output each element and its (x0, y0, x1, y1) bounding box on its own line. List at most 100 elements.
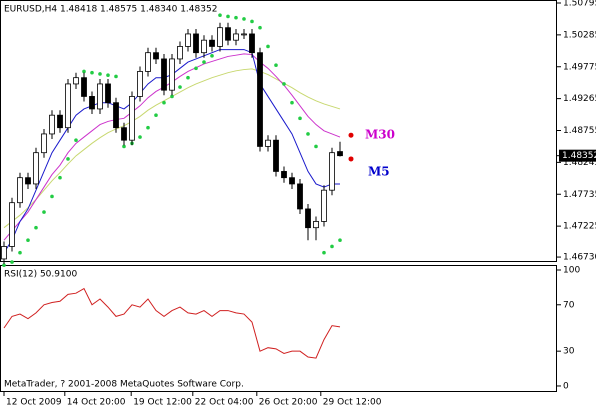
x-tick-label: 26 Oct 20:00 (259, 398, 318, 408)
x-tick-label: 14 Oct 20:00 (67, 398, 126, 408)
sar-dot (178, 85, 182, 89)
candle-body (281, 171, 287, 179)
candle-body (209, 39, 215, 47)
candle-body (17, 177, 23, 204)
y-tick-label: 1.49265 (563, 94, 596, 104)
indicator-line (3, 287, 341, 359)
sar-dot (274, 63, 278, 67)
candle-body (97, 83, 103, 110)
sar-dot (314, 144, 318, 149)
sar-dot (10, 260, 14, 264)
y-tick-label: 1.50795 (563, 0, 596, 9)
candle-body (289, 177, 295, 185)
sar-dot (162, 100, 166, 105)
candle-body (169, 58, 175, 91)
candle-body (49, 114, 55, 135)
candle-body (105, 83, 111, 104)
sar-dot (234, 15, 238, 20)
sar-dot (138, 135, 142, 139)
candle-body (57, 114, 63, 129)
sar-dot (2, 263, 6, 267)
sar-dot (50, 194, 54, 199)
sar-dot (194, 66, 198, 71)
candle-body (241, 33, 247, 36)
sar-dot (306, 132, 310, 136)
sar-dot (98, 72, 102, 76)
x-tick-label: 22 Oct 04:00 (195, 398, 254, 408)
x-tick-label: 12 Oct 2009 (6, 398, 62, 408)
y-tick-label: 1.48245 (563, 158, 596, 168)
annotation-label: M5 (368, 164, 390, 178)
candle-body (73, 77, 79, 85)
candle-body (177, 46, 183, 60)
sar-dot (74, 138, 78, 142)
sar-dot (18, 250, 22, 255)
sar-dot (114, 74, 118, 79)
sar-dot (322, 250, 326, 255)
sar-dot (218, 13, 222, 17)
candle-body (65, 83, 71, 129)
candle-body (121, 127, 127, 141)
sar-dot (26, 238, 30, 242)
candle-body (313, 221, 319, 229)
candle-body (249, 33, 255, 54)
sar-dot (82, 69, 86, 74)
y-tick-label: 1.46730 (563, 253, 596, 263)
y-tick-label: 30 (563, 347, 575, 357)
candle-body (137, 71, 143, 97)
candle-body (265, 139, 271, 147)
candle-body (89, 96, 95, 110)
sar-dot (170, 94, 174, 99)
candle-body (33, 152, 39, 185)
sar-dot (266, 44, 270, 49)
sar-dot (58, 175, 62, 180)
candle-body (9, 202, 15, 247)
last-price-box (559, 149, 596, 162)
y-tick-label: 1.47225 (563, 222, 596, 232)
candle-body (185, 33, 191, 47)
sar-dot (34, 225, 38, 230)
sar-dot (282, 82, 286, 86)
candle-body (193, 33, 199, 54)
sar-dot (146, 125, 150, 130)
sar-dot (122, 144, 126, 149)
annotation-dot (348, 156, 354, 162)
annotation-dot (348, 132, 354, 138)
sar-dot (154, 113, 158, 117)
candle-body (233, 33, 239, 41)
sar-dot (202, 60, 206, 64)
candle-body (129, 96, 135, 141)
sar-dot (186, 75, 190, 80)
pane-title: EURUSD,H4 1.48418 1.48575 1.48340 1.4835… (4, 5, 217, 15)
sar-dot (242, 17, 246, 21)
sar-dot (298, 116, 302, 121)
sar-dot (258, 25, 262, 30)
sar-dot (226, 14, 230, 19)
candle-body (329, 152, 335, 191)
candle-body (25, 177, 31, 185)
sar-dot (42, 210, 46, 214)
candle-body (113, 102, 119, 129)
y-tick-label: 1.50285 (563, 30, 596, 40)
sar-dot (106, 73, 110, 77)
sar-dot (250, 19, 254, 24)
sar-dot (90, 70, 94, 75)
y-tick-label: 100 (563, 265, 580, 275)
rsi-pane (0, 265, 557, 392)
candle-body (41, 133, 47, 154)
candle-body (257, 52, 263, 147)
sar-dot (210, 54, 214, 58)
candle-body (305, 208, 311, 229)
candle-body (321, 189, 327, 222)
candle-body (297, 183, 303, 210)
sar-dot (338, 238, 342, 242)
copyright-note: MetaTrader, ? 2001-2008 MetaQuotes Softw… (4, 380, 244, 390)
sar-dot (330, 244, 334, 249)
x-tick-label: 19 Oct 12:00 (133, 398, 192, 408)
candle-body (161, 58, 167, 91)
candle-body (201, 39, 207, 54)
pane-title: RSI(12) 50.9100 (4, 270, 77, 280)
candle-body (225, 27, 231, 41)
candle-body (145, 52, 151, 72)
